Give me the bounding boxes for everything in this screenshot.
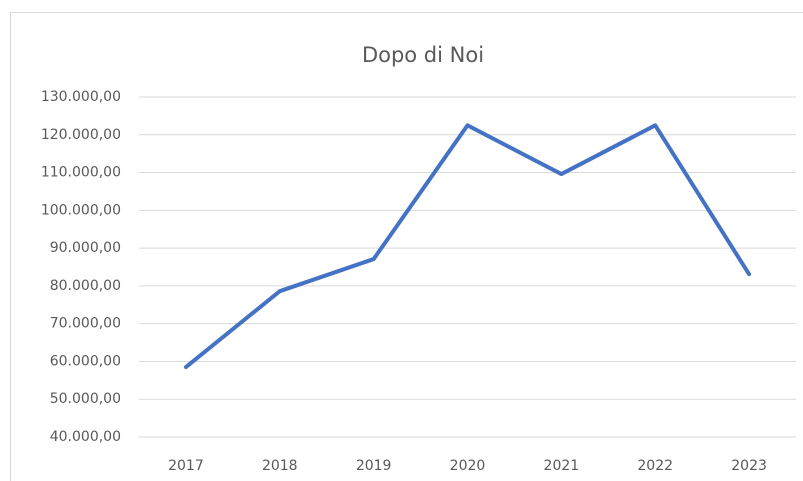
x-tick-label: 2021 [544, 458, 580, 474]
y-tick-label: 100.000,00 [41, 202, 121, 218]
chart-frame [10, 12, 803, 481]
y-tick-label: 130.000,00 [41, 89, 121, 105]
x-tick-label: 2020 [450, 458, 486, 474]
x-tick-label: 2019 [356, 458, 392, 474]
y-tick-label: 50.000,00 [50, 391, 121, 407]
y-tick-label: 80.000,00 [50, 278, 121, 294]
y-tick-label: 90.000,00 [50, 240, 121, 256]
x-tick-label: 2017 [168, 458, 204, 474]
x-tick-label: 2018 [262, 458, 298, 474]
y-tick-label: 110.000,00 [41, 165, 121, 181]
data-line [183, 123, 752, 370]
chart-title: Dopo di Noi [362, 43, 484, 67]
x-tick-label: 2022 [637, 458, 673, 474]
y-tick-label: 70.000,00 [50, 316, 121, 332]
y-tick-label: 60.000,00 [50, 353, 121, 369]
y-tick-label: 120.000,00 [41, 127, 121, 143]
y-tick-label: 40.000,00 [50, 429, 121, 445]
x-tick-label: 2023 [731, 458, 767, 474]
